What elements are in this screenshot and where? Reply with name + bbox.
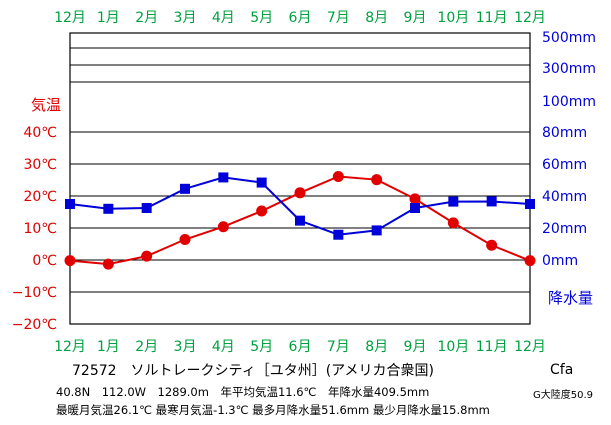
precipitation-marker [218, 172, 229, 183]
precipitation-marker [256, 177, 267, 188]
precipitation-marker [410, 203, 420, 213]
precipitation-tick-label: 20mm [542, 221, 587, 237]
temperature-marker [371, 174, 383, 186]
temperature-axis-title: 気温 [31, 96, 61, 114]
month-label-top: 8月 [365, 10, 388, 26]
precipitation-marker [448, 196, 459, 207]
grid-lines [70, 47, 530, 293]
precipitation-tick-label: 60mm [542, 157, 587, 173]
month-label-top: 12月 [514, 10, 546, 26]
temperature-tick-label: −10℃ [12, 285, 57, 301]
month-label-bottom: 10月 [437, 339, 469, 355]
precipitation-tick-label: 300mm [542, 61, 596, 77]
station-title: 72572 ソルトレークシティ［ユタ州］(アメリカ合衆国) [72, 363, 434, 379]
month-label-top: 2月 [135, 10, 158, 26]
temperature-marker [256, 205, 268, 217]
temperature-tick-label: 40℃ [23, 125, 57, 141]
temperature-marker [486, 239, 498, 251]
temperature-marker [179, 234, 191, 246]
month-label-bottom: 11月 [476, 339, 508, 355]
bottom-month-axis: 12月 1月 2月 3月 4月 5月 6月 7月 8月 9月 10月 11月 12月 [54, 339, 546, 355]
precipitation-marker [141, 203, 152, 213]
continentality-index: G大陸度50.9 [533, 390, 594, 401]
station-details: 40.8N 112.0W 1289.0m 年平均気温11.6℃ 年降水量409.… [56, 385, 430, 399]
month-label-bottom: 5月 [250, 339, 273, 355]
climate-chart: 12月 1月 2月 3月 4月 5月 6月 7月 8月 9月 10月 11月 12月 12月 1月 2月 3月… [12, 10, 596, 355]
temperature-tick-label: 30℃ [23, 157, 57, 173]
month-label-top: 6月 [289, 10, 312, 26]
precipitation-marker [295, 215, 305, 226]
precipitation-series [65, 172, 535, 240]
top-month-axis: 12月 1月 2月 3月 4月 5月 6月 7月 8月 9月 10月 11月 12月 [54, 10, 546, 26]
precipitation-tick-label: 100mm [542, 94, 596, 110]
temperature-marker [141, 250, 153, 262]
precipitation-marker [486, 196, 497, 207]
precipitation-marker [103, 203, 114, 214]
temperature-tick-label: 0℃ [32, 253, 57, 269]
precipitation-tick-label: 40mm [542, 189, 587, 205]
month-label-top: 12月 [54, 10, 86, 26]
precipitation-marker [333, 229, 344, 240]
month-label-top: 1月 [97, 10, 120, 26]
month-label-top: 11月 [476, 10, 508, 26]
temperature-tick-label: −20℃ [12, 317, 57, 333]
month-label-top: 5月 [250, 10, 273, 26]
temperature-marker [524, 255, 536, 267]
month-label-bottom: 12月 [54, 339, 86, 355]
month-label-bottom: 3月 [174, 339, 197, 355]
month-label-bottom: 6月 [289, 339, 312, 355]
temperature-marker [294, 187, 306, 199]
temperature-tick-label: 20℃ [23, 189, 57, 205]
month-label-bottom: 8月 [365, 339, 388, 355]
month-label-bottom: 4月 [212, 339, 235, 355]
temperature-marker [409, 193, 421, 205]
month-label-bottom: 1月 [97, 339, 120, 355]
month-label-bottom: 12月 [514, 339, 546, 355]
temperature-marker [447, 217, 459, 229]
month-label-bottom: 2月 [135, 339, 158, 355]
precipitation-tick-label: 500mm [542, 30, 596, 46]
precipitation-axis-title: 降水量 [548, 289, 593, 307]
month-label-top: 7月 [327, 10, 350, 26]
station-extremes: 最暖月気温26.1℃ 最寒月気温-1.3℃ 最多月降水量51.6mm 最少月降水… [56, 403, 490, 417]
climate-class: Cfa [550, 362, 574, 378]
precipitation-tick-label: 80mm [542, 125, 587, 141]
temperature-series [64, 170, 536, 270]
plot-frame [69, 32, 531, 325]
temperature-marker [217, 221, 229, 233]
precipitation-line [69, 176, 531, 236]
temperature-tick-label: 10℃ [23, 221, 57, 237]
temperature-marker [102, 258, 114, 270]
precipitation-marker [180, 183, 190, 194]
precipitation-axis: 500mm 300mm 100mm 80mm 60mm 40mm 20mm 0mm 降水量 [542, 30, 596, 307]
precipitation-marker [525, 199, 535, 209]
temperature-marker [64, 255, 76, 267]
precipitation-marker [371, 225, 382, 236]
precipitation-marker [65, 199, 75, 209]
month-label-top: 3月 [174, 10, 197, 26]
temperature-axis: 気温 40℃ 30℃ 20℃ 10℃ 0℃ −10℃ −20℃ [12, 96, 61, 333]
month-label-top: 9月 [404, 10, 427, 26]
plot-border [69, 32, 531, 325]
precipitation-tick-label: 0mm [542, 253, 578, 269]
temperature-marker [332, 170, 344, 182]
month-label-top: 10月 [437, 10, 469, 26]
month-label-bottom: 9月 [404, 339, 427, 355]
month-label-top: 4月 [212, 10, 235, 26]
month-label-bottom: 7月 [327, 339, 350, 355]
